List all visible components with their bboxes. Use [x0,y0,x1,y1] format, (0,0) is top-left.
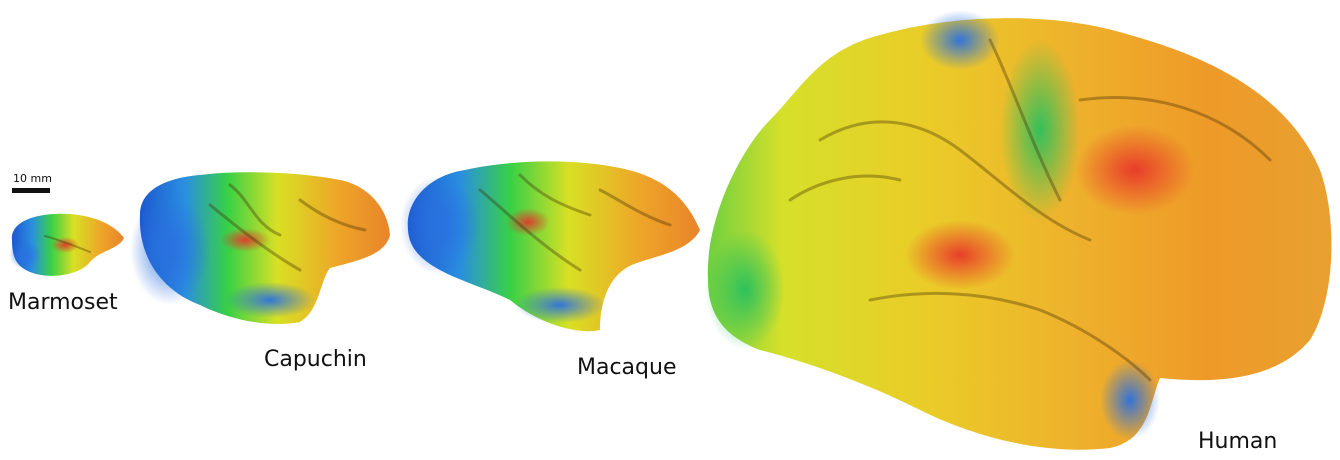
scale-bar [12,188,50,193]
brain-label: Capuchin [264,347,367,372]
brain-label: Human [1198,429,1277,454]
scale-label: 10 mm [13,172,52,185]
macaque-brain [400,161,700,331]
human-brain [705,10,1331,450]
brain-label: Macaque [577,355,676,380]
figure: 10 mm Marmoset Capuchin Macaque [0,0,1340,460]
page: {"scale_bar": {"label": "10 mm"}, "brain… [0,0,1340,460]
marmoset-brain [9,214,124,276]
brain-label: Marmoset [8,290,118,315]
capuchin-brain [130,172,390,324]
